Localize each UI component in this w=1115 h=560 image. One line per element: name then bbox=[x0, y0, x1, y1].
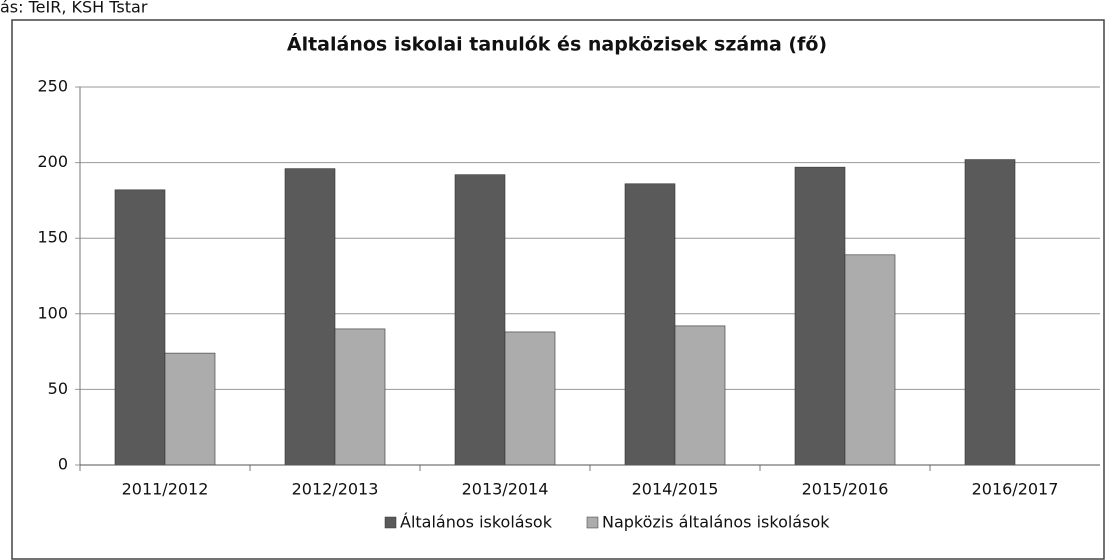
bar bbox=[164, 352, 216, 466]
x-tick-label: 2012/2013 bbox=[292, 480, 379, 499]
legend-label: Általános iskolások bbox=[400, 513, 553, 532]
y-tick-label: 250 bbox=[37, 77, 68, 96]
y-tick-label: 50 bbox=[48, 379, 68, 398]
bar bbox=[674, 325, 726, 466]
bar bbox=[624, 183, 676, 466]
x-tick-label: 2015/2016 bbox=[802, 480, 889, 499]
x-tick-label: 2013/2014 bbox=[462, 480, 549, 499]
bar bbox=[794, 166, 846, 466]
legend-label: Napközis általános iskolások bbox=[602, 513, 830, 532]
x-tick-label: 2011/2012 bbox=[122, 480, 209, 499]
x-tick-label: 2016/2017 bbox=[972, 480, 1059, 499]
bar bbox=[504, 331, 556, 466]
bar bbox=[964, 159, 1016, 466]
legend-swatch bbox=[586, 516, 599, 529]
y-tick-label: 100 bbox=[37, 303, 68, 322]
bar bbox=[114, 189, 166, 466]
chart-title: Általános iskolai tanulók és napközisek … bbox=[287, 33, 827, 56]
bar bbox=[844, 254, 896, 466]
bar bbox=[334, 328, 386, 466]
chart-frame bbox=[11, 19, 1105, 560]
y-tick-label: 0 bbox=[58, 455, 68, 474]
bar bbox=[284, 168, 336, 466]
y-tick-label: 200 bbox=[37, 152, 68, 171]
x-tick-label: 2014/2015 bbox=[632, 480, 719, 499]
bar bbox=[454, 174, 506, 466]
source: ás: TeIR, KSH Tstar bbox=[0, 0, 148, 17]
legend-swatch bbox=[384, 516, 397, 529]
y-tick-label: 150 bbox=[37, 228, 68, 247]
